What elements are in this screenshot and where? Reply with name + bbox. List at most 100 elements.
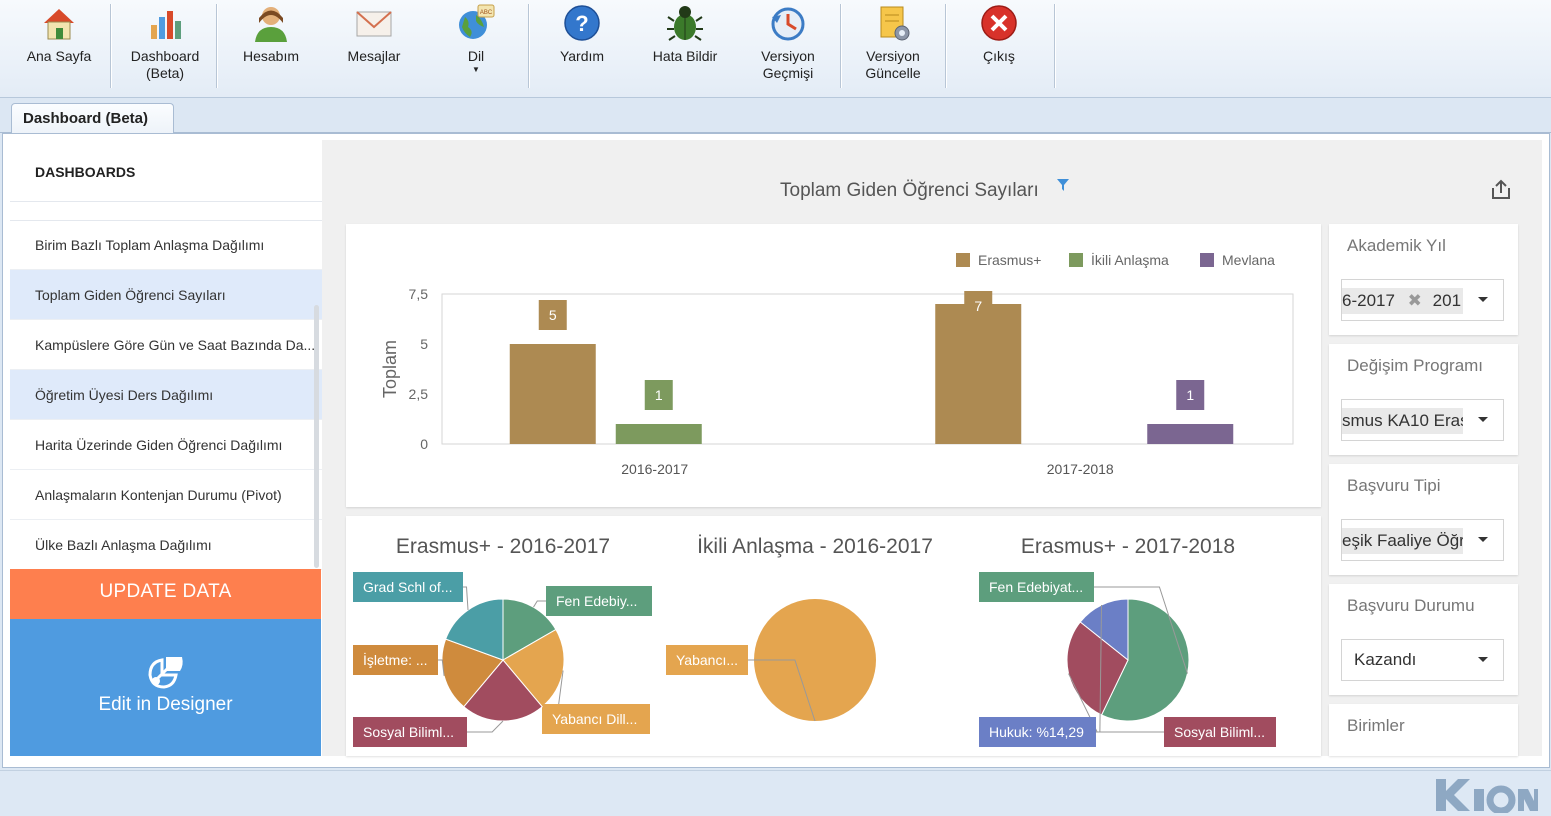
sidebar-item[interactable]: Harita Üzerinde Giden Öğrenci Dağılımı — [10, 420, 322, 470]
edit-in-designer-button[interactable]: Edit in Designer — [10, 619, 321, 756]
chevron-down-icon[interactable] — [1463, 280, 1503, 320]
academic-year-title: Akademik Yıl — [1347, 236, 1446, 255]
language-chevron-down-icon: ▼ — [472, 65, 480, 74]
pie-label: Yabancı... — [676, 652, 738, 668]
bar[interactable] — [1147, 424, 1234, 444]
sidebar-item[interactable]: Öğretim Üyesi Ders Dağılımı — [10, 370, 322, 420]
legend-entry[interactable]: Mevlana — [1222, 252, 1275, 268]
home-button[interactable]: Ana Sayfa — [18, 2, 100, 92]
application-type-select[interactable]: eşik Faaliye Öğre — [1341, 519, 1504, 561]
dashboard-sidebar: DASHBOARDS Birim Bazlı Toplam Anlaşma Da… — [10, 140, 322, 756]
pie-leader-line — [467, 720, 504, 733]
pie-charts-card: Erasmus+ - 2016-2017 Fen Edebiy... Yabancı… — [346, 516, 1321, 756]
sidebar-item[interactable]: Anlaşmaların Kontenjan Durumu (Pivot) — [10, 470, 322, 520]
application-status-value: Kazandı — [1354, 650, 1417, 669]
pie-leader-line — [1094, 586, 1188, 674]
version-history-button[interactable]: Versiyon Geçmişi — [747, 2, 829, 92]
pie-slice[interactable] — [445, 598, 504, 661]
dashboard-label-2: (Beta) — [145, 65, 185, 81]
sidebar-item[interactable]: Ülke Bazlı Anlaşma Dağılımı — [10, 520, 322, 570]
close-icon — [979, 2, 1019, 44]
y-axis-label: Toplam — [380, 340, 400, 398]
svg-text:ABC: ABC — [480, 10, 493, 16]
exit-label: Çıkış — [983, 48, 1015, 64]
version-history-label-1: Versiyon — [761, 48, 815, 64]
version-history-label-2: Geçmişi — [762, 65, 814, 81]
legend-swatch — [1200, 253, 1214, 267]
data-label: 7 — [974, 298, 982, 314]
application-status-filter-card: Başvuru Durumu Kazandı — [1329, 584, 1518, 695]
messages-button[interactable]: Mesajlar — [333, 2, 415, 92]
bar[interactable] — [509, 344, 596, 444]
filter-icon[interactable] — [1056, 178, 1070, 197]
designer-icon — [10, 619, 321, 694]
pie-leader-line — [748, 659, 816, 722]
exit-button[interactable]: Çıkış — [958, 2, 1040, 92]
sidebar-item[interactable]: Birim Bazlı Toplam Anlaşma Dağılımı — [10, 220, 322, 270]
pie-label-box — [979, 717, 1096, 747]
chevron-down-icon[interactable] — [1463, 640, 1503, 680]
bar[interactable] — [615, 424, 702, 444]
update-data-button[interactable]: UPDATE DATA — [10, 569, 321, 619]
pie-label: Fen Edebiyat... — [989, 579, 1083, 595]
units-title: Birimler — [1347, 716, 1405, 735]
application-type-filter-card: Başvuru Tipi eşik Faaliye Öğre — [1329, 464, 1518, 575]
export-icon[interactable] — [1490, 178, 1512, 205]
bar[interactable] — [935, 304, 1022, 444]
data-label: 5 — [549, 307, 557, 323]
pie-label: Grad Schl of... — [363, 579, 452, 595]
report-bug-label: Hata Bildir — [652, 48, 718, 64]
application-status-select[interactable]: Kazandı — [1341, 639, 1504, 681]
envelope-icon — [354, 2, 394, 44]
application-status-title: Başvuru Durumu — [1347, 596, 1475, 615]
data-label-box — [538, 300, 567, 330]
pie-leader-line — [533, 600, 546, 608]
academic-year-filter-card: Akademik Yıl 6-2017 ✖ 201 — [1329, 224, 1518, 335]
account-label: Hesabım — [242, 48, 300, 64]
pie-label-box — [542, 704, 650, 734]
y-tick-label: 7,5 — [409, 286, 429, 302]
tab-dashboard[interactable]: Dashboard (Beta) — [11, 103, 174, 133]
tab-strip-border — [0, 132, 1551, 133]
help-button[interactable]: ? Yardım — [542, 2, 622, 92]
application-type-title: Başvuru Tipi — [1347, 476, 1441, 495]
application-type-tag: eşik Faaliye Öğre — [1342, 528, 1474, 554]
sidebar-item[interactable]: Kampüslere Göre Gün ve Saat Bazında Da..… — [10, 320, 322, 370]
tag-remove-icon[interactable]: ✖ — [1407, 291, 1422, 310]
report-bug-button[interactable]: Hata Bildir — [644, 2, 726, 92]
academic-year-select[interactable]: 6-2017 ✖ 201 — [1341, 279, 1504, 321]
data-label: 1 — [1186, 387, 1194, 403]
kion-logo — [1434, 777, 1538, 816]
legend-entry[interactable]: İkili Anlaşma — [1091, 251, 1169, 268]
legend-entry[interactable]: Erasmus+ — [978, 252, 1041, 268]
exchange-program-filter-card: Değişim Programı smus KA10 Eras — [1329, 344, 1518, 455]
history-icon — [768, 2, 808, 44]
pie-slice[interactable] — [502, 598, 557, 661]
pie-label: Sosyal Biliml... — [1174, 724, 1265, 740]
pie-charts: Erasmus+ - 2016-2017 Fen Edebiy... Yabancı… — [353, 535, 1276, 747]
chevron-down-icon[interactable] — [1463, 520, 1503, 560]
sidebar-item-selected[interactable]: Toplam Giden Öğrenci Sayıları — [10, 270, 322, 320]
version-update-button[interactable]: Versiyon Güncelle — [852, 2, 934, 92]
account-button[interactable]: Hesabım — [230, 2, 312, 92]
exchange-program-tag: smus KA10 Eras — [1342, 408, 1469, 434]
toolbar-separator — [840, 4, 842, 88]
data-label-box — [644, 380, 673, 410]
legend-swatch — [1069, 253, 1083, 267]
dashboard-button[interactable]: Dashboard (Beta) — [122, 2, 208, 92]
home-label: Ana Sayfa — [26, 48, 92, 64]
exchange-program-select[interactable]: smus KA10 Eras — [1341, 399, 1504, 441]
pie-title: Erasmus+ - 2016-2017 — [396, 535, 610, 558]
pie-label: İşletme: ... — [363, 651, 428, 668]
chevron-down-icon[interactable] — [1463, 400, 1503, 440]
units-filter-card: Birimler — [1329, 704, 1518, 756]
sidebar-scrollbar[interactable] — [314, 305, 319, 568]
pie-label-box — [353, 717, 467, 747]
pie-slice[interactable] — [754, 599, 876, 721]
designer-label: Edit in Designer — [98, 694, 233, 715]
bug-icon — [665, 2, 705, 44]
toolbar-separator — [945, 4, 947, 88]
bar-chart-icon — [145, 2, 185, 44]
pie-label-box — [666, 645, 748, 675]
language-button[interactable]: ABC Dil ▼ — [436, 2, 516, 92]
